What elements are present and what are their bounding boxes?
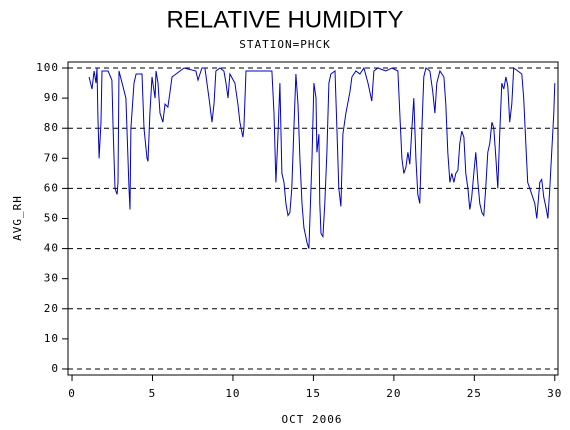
chart-title: RELATIVE HUMIDITY (167, 6, 404, 33)
x-tick-label: 30 (547, 387, 562, 400)
y-tick-label: 60 (44, 181, 59, 194)
x-tick-label: 25 (467, 387, 482, 400)
data-line (88, 66, 556, 249)
y-tick-label: 10 (44, 332, 59, 345)
y-tick-label: 90 (44, 91, 59, 104)
x-axis-label: OCT 2006 (282, 413, 343, 426)
x-tick-label: 15 (306, 387, 321, 400)
y-tick-label: 80 (44, 121, 59, 134)
y-tick-label: 70 (44, 151, 59, 164)
x-tick-label: 20 (386, 387, 401, 400)
y-axis-label: AVG_RH (11, 195, 24, 241)
y-tick-label: 0 (51, 362, 59, 375)
y-tick-label: 50 (44, 212, 59, 225)
x-tick-label: 10 (225, 387, 240, 400)
y-tick-label: 30 (44, 272, 59, 285)
y-tick-label: 20 (44, 302, 59, 315)
y-tick-label: 100 (36, 61, 59, 74)
x-tick-label: 0 (68, 387, 76, 400)
chart-subtitle: STATION=PHCK (239, 38, 330, 51)
y-tick-label: 40 (44, 242, 59, 255)
x-tick-label: 5 (149, 387, 157, 400)
